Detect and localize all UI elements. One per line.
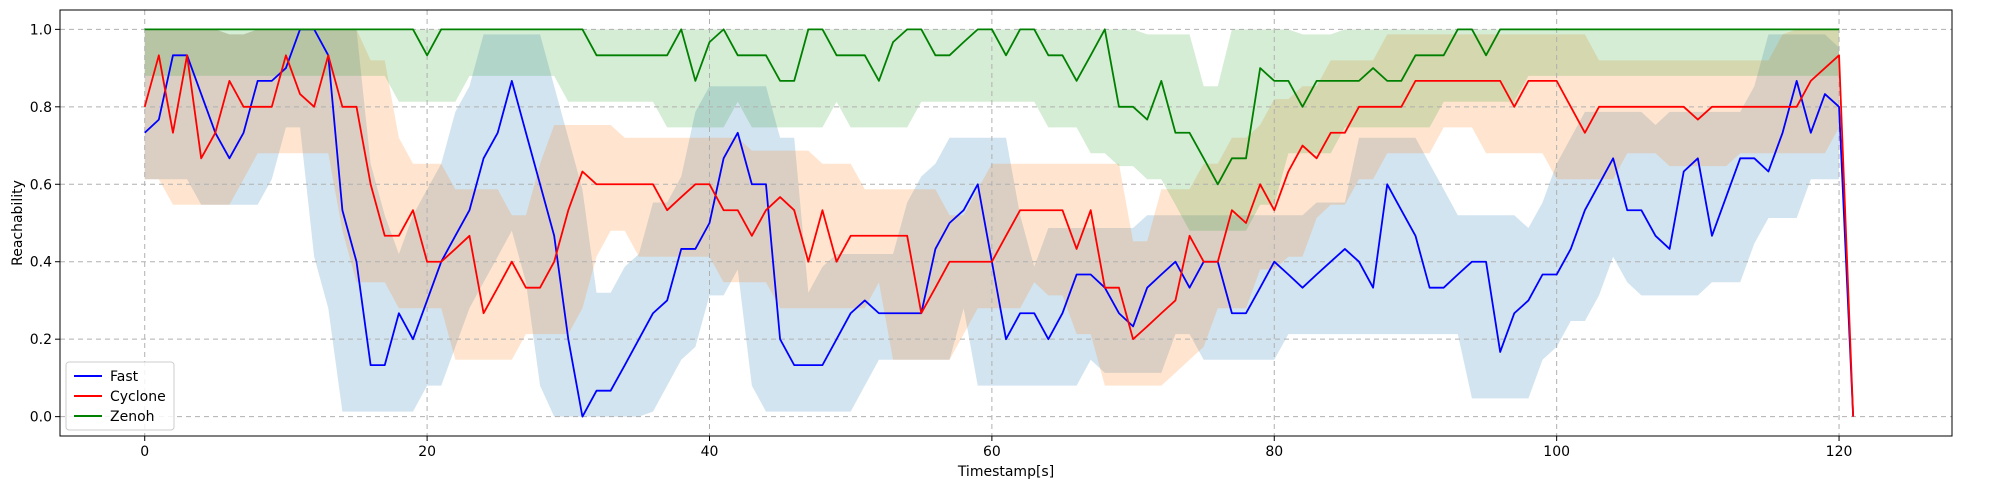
confidence-bands: [144, 29, 1840, 417]
y-tick-label: 0.6: [30, 177, 52, 193]
series-line-fast: [144, 28, 1855, 418]
y-axis-label: Reachability: [10, 180, 26, 266]
x-tick-label: 20: [418, 444, 436, 460]
y-tick-label: 0.2: [30, 332, 52, 348]
x-tick-label: 60: [983, 444, 1001, 460]
legend-label-zenoh: Zenoh: [110, 409, 155, 425]
plot-frame: [59, 9, 1953, 437]
legend-label-fast: Fast: [110, 369, 139, 385]
y-tick-label: 0.0: [30, 410, 52, 426]
x-tick-label: 100: [1543, 444, 1570, 460]
x-axis-ticks: 0 20 40 60 80 100 120: [140, 436, 1852, 460]
band-fast: [144, 29, 1840, 417]
series-line-cyclone: [143, 54, 1855, 417]
x-axis-label: Timestamp[s]: [957, 464, 1054, 480]
y-axis-ticks: 0.0 0.2 0.4 0.6 0.8 1.0: [30, 22, 60, 426]
x-tick-label: 120: [1826, 444, 1853, 460]
band-cyclone: [144, 29, 1840, 386]
band-zenoh: [144, 29, 1840, 231]
series-lines: [143, 28, 1855, 418]
x-tick-label: 0: [140, 444, 149, 460]
legend-label-cyclone: Cyclone: [110, 389, 166, 405]
series-line-zenoh: [144, 28, 1840, 186]
y-tick-label: 0.8: [30, 100, 52, 116]
x-tick-label: 40: [701, 444, 719, 460]
y-tick-label: 0.4: [30, 255, 52, 271]
legend-box: [65, 361, 175, 431]
legend: Fast Cyclone Zenoh: [65, 361, 175, 431]
x-tick-label: 80: [1265, 444, 1283, 460]
y-tick-label: 1.0: [30, 22, 52, 38]
